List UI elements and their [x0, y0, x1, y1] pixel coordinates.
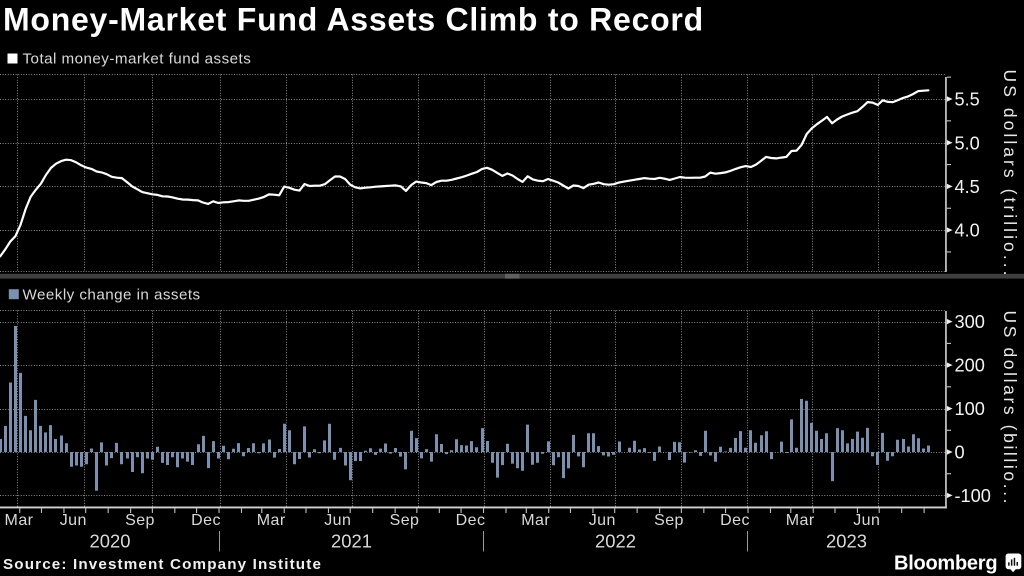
svg-text:Dec: Dec — [720, 512, 750, 529]
svg-text:Dec: Dec — [191, 512, 221, 529]
svg-text:Mar: Mar — [521, 512, 550, 529]
svg-text:Total money-market fund assets: Total money-market fund assets — [23, 51, 252, 68]
svg-text:4.0: 4.0 — [955, 221, 980, 241]
svg-text:Dec: Dec — [456, 512, 486, 529]
svg-text:Weekly change in assets: Weekly change in assets — [23, 286, 201, 303]
svg-text:200: 200 — [955, 356, 985, 376]
svg-text:Source: Investment Company Ins: Source: Investment Company Institute — [3, 556, 322, 573]
svg-text:Jun: Jun — [60, 512, 87, 529]
svg-text:US dollars (billio...: US dollars (billio... — [1000, 311, 1020, 507]
svg-text:Jun: Jun — [853, 512, 880, 529]
svg-text:Jun: Jun — [324, 512, 351, 529]
svg-text:Mar: Mar — [5, 512, 34, 529]
svg-text:2023: 2023 — [826, 530, 867, 551]
svg-text:Bloomberg: Bloomberg — [894, 553, 997, 575]
svg-text:-100: -100 — [955, 486, 991, 506]
svg-text:0: 0 — [955, 443, 965, 463]
svg-text:2020: 2020 — [90, 530, 131, 551]
svg-text:100: 100 — [955, 399, 985, 419]
svg-text:2022: 2022 — [595, 530, 636, 551]
svg-text:Sep: Sep — [125, 512, 155, 529]
svg-text:Mar: Mar — [257, 512, 286, 529]
svg-text:2021: 2021 — [331, 530, 372, 551]
svg-text:4.5: 4.5 — [955, 177, 980, 197]
svg-text:Sep: Sep — [390, 512, 420, 529]
svg-text:Mar: Mar — [786, 512, 815, 529]
svg-text:5.5: 5.5 — [955, 90, 980, 110]
svg-text:300: 300 — [955, 312, 985, 332]
svg-text:5.0: 5.0 — [955, 133, 980, 153]
svg-text:Sep: Sep — [654, 512, 684, 529]
svg-text:Jun: Jun — [589, 512, 616, 529]
svg-text:US dollars (trillio...: US dollars (trillio... — [1000, 70, 1020, 279]
svg-text:Money-Market Fund Assets Climb: Money-Market Fund Assets Climb to Record — [3, 2, 704, 38]
